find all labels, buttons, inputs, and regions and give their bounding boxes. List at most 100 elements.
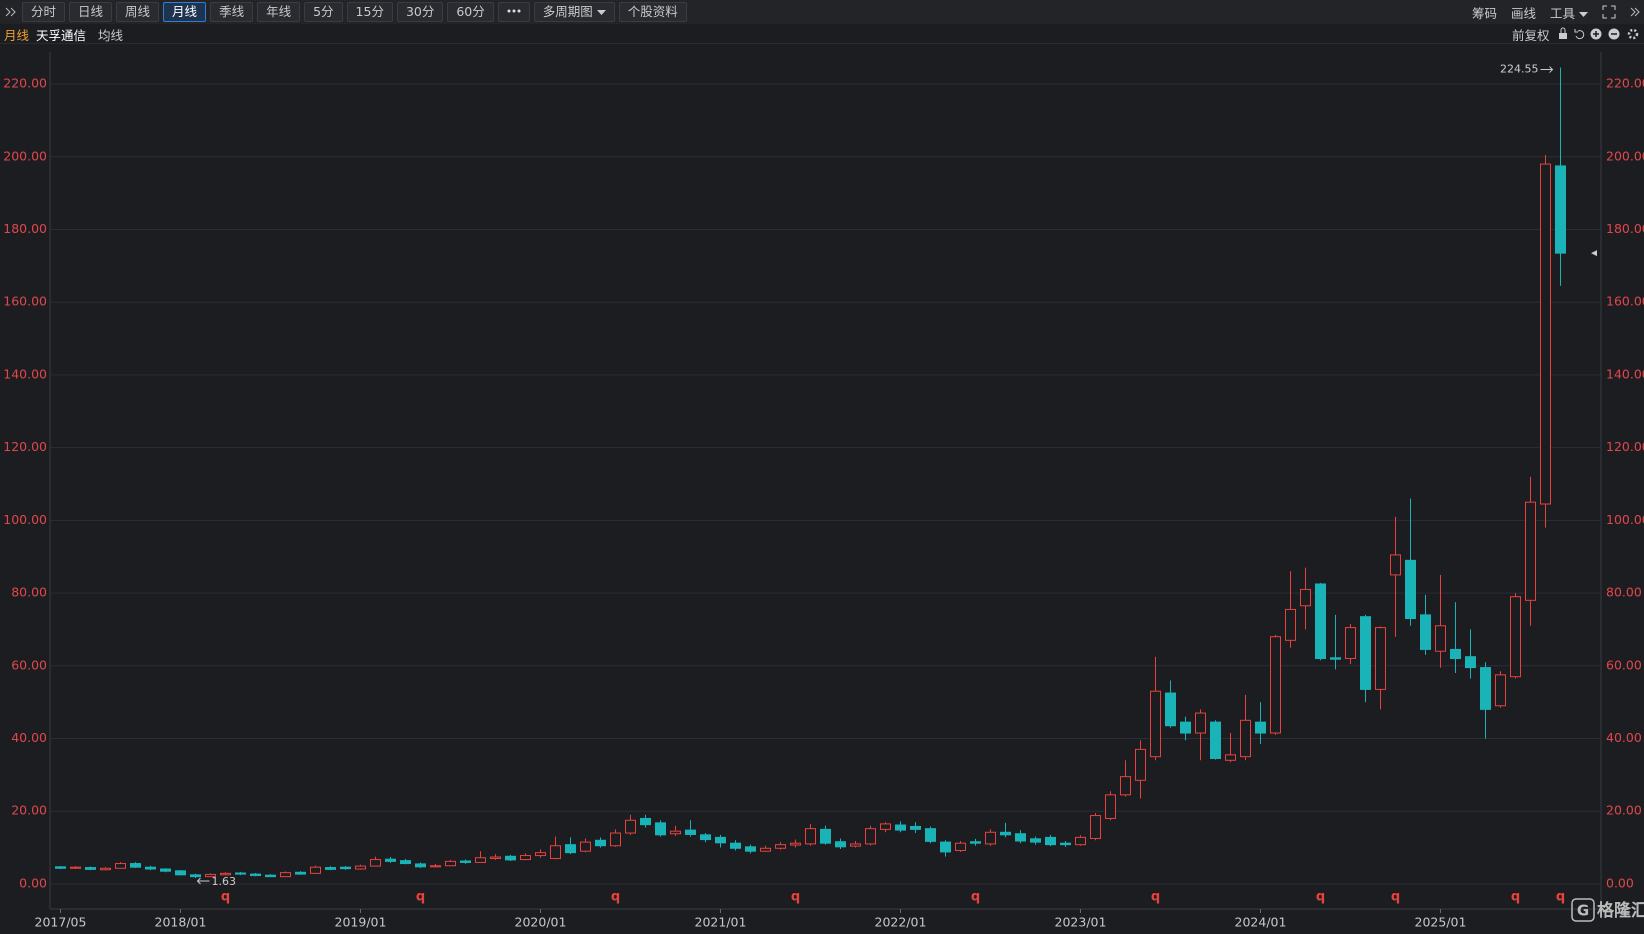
candle-body xyxy=(520,855,531,861)
candle-body xyxy=(760,847,771,852)
event-flag: q xyxy=(1391,890,1400,905)
candle-body xyxy=(70,866,81,869)
period-button[interactable]: 月线 xyxy=(163,2,207,22)
candle-body xyxy=(295,871,306,875)
candle-body xyxy=(370,859,381,867)
y-tick-label-right: 60.00 xyxy=(1606,657,1642,672)
watermark: 格隆汇 xyxy=(1597,900,1644,921)
y-tick-label-right: 80.00 xyxy=(1606,585,1642,600)
candle-body xyxy=(175,870,186,876)
y-tick-label: 0.00 xyxy=(19,875,47,890)
candle-body xyxy=(190,874,201,878)
candle-body xyxy=(340,866,351,870)
tools-button[interactable]: 工具 xyxy=(1550,3,1588,22)
period-button[interactable]: 季线 xyxy=(210,2,254,22)
y-tick-label: 220.00 xyxy=(3,76,47,91)
period-button[interactable]: 30分 xyxy=(396,2,444,22)
multi-period-label: 多周期图 xyxy=(542,4,593,19)
event-flag: q xyxy=(221,890,230,905)
max-annotation: 224.55 xyxy=(1500,63,1539,76)
candle-body xyxy=(430,865,441,868)
candle-body xyxy=(1480,667,1491,710)
candle-body xyxy=(640,817,651,826)
candle-body xyxy=(1105,794,1116,819)
more-button[interactable] xyxy=(497,2,530,22)
candle-body xyxy=(115,863,126,869)
period-button[interactable]: 日线 xyxy=(69,2,113,22)
period-button[interactable]: 分时 xyxy=(22,2,66,22)
candle-body xyxy=(850,843,861,847)
candle-body xyxy=(940,841,951,853)
candle-body xyxy=(460,860,471,863)
candle-body xyxy=(1510,596,1521,678)
candle-body xyxy=(205,873,216,878)
candle-body xyxy=(1360,616,1371,690)
candle-body xyxy=(160,868,171,872)
candle-body xyxy=(1540,163,1551,505)
candle-body xyxy=(1150,690,1161,758)
period-button[interactable]: 15分 xyxy=(346,2,393,22)
candle-body xyxy=(415,863,426,868)
expand-icon[interactable] xyxy=(1630,5,1640,19)
min-arrow xyxy=(196,877,210,885)
profile-button[interactable]: 个股资料 xyxy=(618,2,687,22)
candle-body xyxy=(970,841,981,844)
x-tick-label: 2022/01 xyxy=(875,915,927,930)
y-tick-label: 140.00 xyxy=(3,366,47,381)
x-tick-label: 2017/05 xyxy=(35,915,87,930)
period-button[interactable]: 60分 xyxy=(447,2,494,22)
y-tick-label-right: 0.00 xyxy=(1606,875,1634,890)
y-tick-label-right: 200.00 xyxy=(1606,148,1644,163)
toolbar-right: 筹码 画线 工具 xyxy=(1472,0,1640,24)
period-button[interactable]: 5分 xyxy=(304,2,343,22)
event-flag: q xyxy=(1556,890,1565,905)
y-tick-label-right: 220.00 xyxy=(1606,76,1644,91)
candle-body xyxy=(865,828,876,845)
candle-body xyxy=(880,823,891,830)
x-tick-label: 2020/01 xyxy=(515,915,567,930)
toolbar: 分时 日线 周线 月线 季线 年线 5分 15分 30分 60分 多周期图 个股资料 筹码 画线 … xyxy=(0,0,1644,24)
candle-body xyxy=(625,819,636,834)
y-tick-label-right: 100.00 xyxy=(1606,512,1644,527)
chart-icons xyxy=(1559,27,1639,40)
candle-body xyxy=(595,839,606,847)
collapse-icon[interactable] xyxy=(4,5,18,19)
candle-body xyxy=(730,842,741,849)
candle-body xyxy=(1285,608,1296,641)
candle-body xyxy=(1525,501,1536,601)
x-tick-label: 2025/01 xyxy=(1415,915,1467,930)
candle-body xyxy=(670,830,681,835)
candle-body xyxy=(715,836,726,844)
period-button[interactable]: 周线 xyxy=(116,2,160,22)
event-flag: q xyxy=(971,890,980,905)
adjust-button[interactable]: 前复权 xyxy=(1512,28,1550,43)
info-bar: 月线 天孚通信 均线 前复权 xyxy=(0,24,1644,44)
period-button[interactable]: 年线 xyxy=(257,2,301,22)
candle-body xyxy=(1465,656,1476,669)
event-flag: q xyxy=(1151,890,1160,905)
indicator-button[interactable]: 均线 xyxy=(98,28,124,43)
candle-body xyxy=(955,842,966,851)
chips-button[interactable]: 筹码 xyxy=(1471,5,1497,21)
candle-body xyxy=(610,832,621,847)
candle-body xyxy=(100,867,111,871)
candle-body xyxy=(1495,674,1506,707)
x-tick-label: 2019/01 xyxy=(335,915,387,930)
fullscreen-icon[interactable] xyxy=(1602,5,1616,19)
candle-body xyxy=(1090,815,1101,839)
candle-body xyxy=(310,866,321,874)
candle-body xyxy=(895,824,906,831)
draw-button[interactable]: 画线 xyxy=(1510,5,1536,21)
period-label: 月线 xyxy=(4,28,30,43)
y-tick-label-right: 40.00 xyxy=(1606,730,1642,745)
event-flag: q xyxy=(416,890,425,905)
y-tick-label-right: 160.00 xyxy=(1606,294,1644,309)
candle-body xyxy=(775,844,786,849)
multi-period-button[interactable]: 多周期图 xyxy=(533,2,615,22)
candle-body xyxy=(325,867,336,870)
candle-body xyxy=(355,865,366,870)
candle-body xyxy=(1180,721,1191,734)
candle-body xyxy=(1315,583,1326,660)
event-flag: q xyxy=(791,890,800,905)
